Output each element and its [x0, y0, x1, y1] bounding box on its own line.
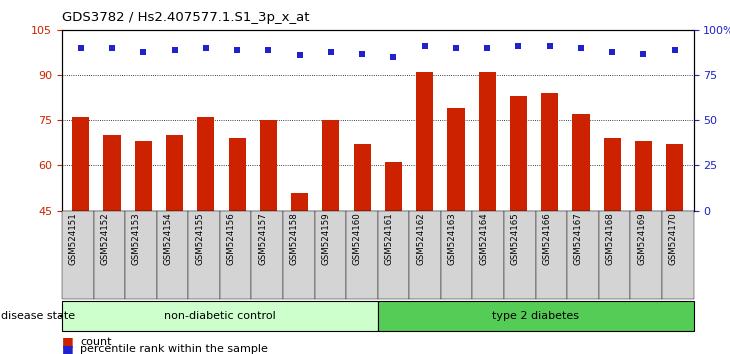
Point [356, 51, 368, 56]
Bar [197, 118, 215, 211]
Point [544, 44, 556, 49]
Text: ■: ■ [62, 335, 74, 348]
Point [607, 49, 618, 55]
Bar [666, 144, 683, 211]
Point [450, 45, 462, 51]
Bar [416, 72, 434, 211]
Text: ■: ■ [62, 343, 74, 354]
Bar [291, 193, 308, 211]
Text: GSM524168: GSM524168 [606, 212, 615, 265]
Text: GSM524165: GSM524165 [511, 212, 520, 265]
Text: GSM524155: GSM524155 [195, 212, 204, 265]
Text: percentile rank within the sample: percentile rank within the sample [80, 344, 268, 354]
Text: GSM524156: GSM524156 [227, 212, 236, 265]
Text: GSM524153: GSM524153 [132, 212, 141, 265]
Point [325, 49, 337, 55]
Text: GSM524166: GSM524166 [542, 212, 551, 265]
Point [137, 49, 149, 55]
Text: non-diabetic control: non-diabetic control [164, 311, 276, 321]
Text: GSM524154: GSM524154 [164, 212, 172, 265]
Text: GSM524162: GSM524162 [416, 212, 425, 265]
Bar [604, 138, 620, 211]
Bar [260, 120, 277, 211]
Text: GSM524167: GSM524167 [574, 212, 583, 265]
Point [231, 47, 243, 53]
Text: disease state: disease state [1, 311, 76, 321]
Point [293, 52, 305, 58]
Point [419, 44, 431, 49]
Point [169, 47, 180, 53]
Bar [479, 72, 496, 211]
Text: count: count [80, 337, 112, 347]
Text: GSM524159: GSM524159 [321, 212, 331, 265]
Bar [72, 118, 89, 211]
Bar [104, 135, 120, 211]
Text: GSM524163: GSM524163 [447, 212, 457, 265]
Text: GDS3782 / Hs2.407577.1.S1_3p_x_at: GDS3782 / Hs2.407577.1.S1_3p_x_at [62, 11, 310, 24]
Bar [228, 138, 246, 211]
Point [388, 54, 399, 60]
Text: GSM524161: GSM524161 [385, 212, 393, 265]
Text: GSM524151: GSM524151 [69, 212, 78, 265]
Text: GSM524152: GSM524152 [101, 212, 110, 265]
Point [481, 45, 493, 51]
Point [107, 45, 118, 51]
Text: type 2 diabetes: type 2 diabetes [492, 311, 579, 321]
Bar [322, 120, 339, 211]
Text: GSM524158: GSM524158 [290, 212, 299, 265]
Point [575, 45, 587, 51]
Bar [135, 141, 152, 211]
Text: GSM524169: GSM524169 [637, 212, 646, 265]
Bar [385, 162, 402, 211]
Text: GSM524164: GSM524164 [480, 212, 488, 265]
Bar [510, 96, 527, 211]
Text: GSM524170: GSM524170 [669, 212, 677, 265]
Point [75, 45, 87, 51]
Bar [166, 135, 183, 211]
Point [512, 44, 524, 49]
Bar [635, 141, 652, 211]
Bar [353, 144, 371, 211]
Point [200, 45, 212, 51]
Point [669, 47, 680, 53]
Bar [541, 93, 558, 211]
Point [263, 47, 274, 53]
Text: GSM524160: GSM524160 [353, 212, 362, 265]
Point [637, 51, 649, 56]
Bar [447, 108, 464, 211]
Text: GSM524157: GSM524157 [258, 212, 267, 265]
Bar [572, 114, 590, 211]
